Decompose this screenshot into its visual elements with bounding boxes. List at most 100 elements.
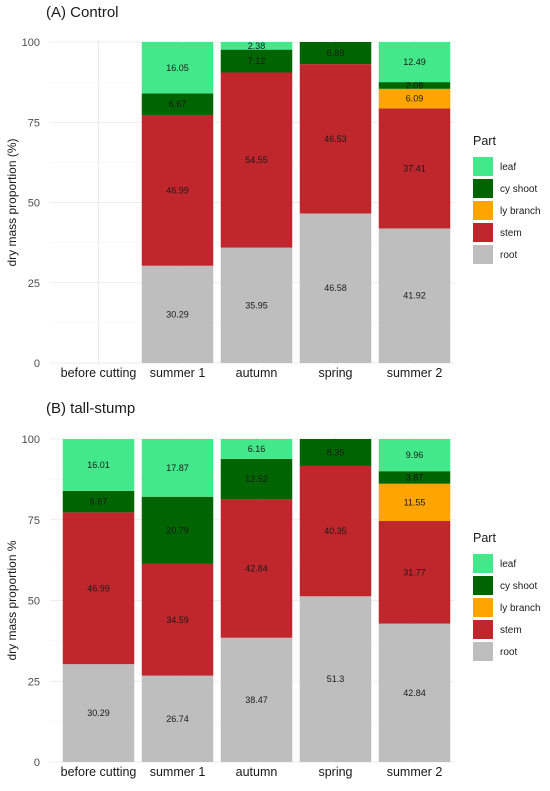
bar-segment-cy-shoot xyxy=(378,471,451,484)
data-label: 40.35 xyxy=(324,526,347,536)
bar-segment-ly-branch xyxy=(378,483,451,522)
bar-segment-cy-shoot xyxy=(220,49,293,73)
bar-segment-root xyxy=(220,637,293,762)
data-label: 34.59 xyxy=(166,615,189,625)
data-label: 16.05 xyxy=(166,63,189,73)
bar-segment-root xyxy=(378,228,451,363)
bar-segment-root xyxy=(299,596,372,762)
chart-panel-a: (A) Control 0 25 50 75 100 dry mass proportion… xyxy=(5,4,541,380)
data-label: 6.09 xyxy=(406,94,424,104)
bar-segment-leaf xyxy=(141,439,214,497)
data-label: 6.89 xyxy=(327,48,345,58)
legend-swatch-ly-branch xyxy=(473,201,493,220)
bar-segment-stem xyxy=(62,512,135,665)
bar-segment-leaf xyxy=(220,42,293,50)
legend-label: stem xyxy=(500,228,522,239)
bar-segment-root xyxy=(378,623,451,762)
data-label: 3.87 xyxy=(406,472,424,482)
x-tick-label: spring xyxy=(318,366,352,380)
data-label: 16.01 xyxy=(87,460,110,470)
data-label: 31.77 xyxy=(403,567,426,577)
data-label: 46.99 xyxy=(87,583,110,593)
y-tick-label: 25 xyxy=(28,278,40,290)
data-label: 7.12 xyxy=(248,56,266,66)
bar-segment-cy-shoot xyxy=(220,458,293,500)
legend-label: ly branch xyxy=(500,603,541,614)
x-tick-label: summer 1 xyxy=(150,765,206,779)
data-label: 17.87 xyxy=(166,463,189,473)
y-tick-label: 0 xyxy=(34,358,40,370)
data-label: 26.74 xyxy=(166,714,189,724)
bar-segment-cy-shoot xyxy=(378,82,451,89)
bar-segment-leaf xyxy=(220,439,293,459)
data-label: 2.08 xyxy=(406,80,424,90)
data-label: 35.95 xyxy=(245,300,268,310)
legend-swatch-leaf xyxy=(473,554,493,573)
legend-label: leaf xyxy=(500,162,516,173)
bar-segment-leaf xyxy=(378,42,451,83)
legend-label: root xyxy=(500,250,517,261)
data-label: 30.29 xyxy=(87,708,110,718)
data-label: 30.29 xyxy=(166,309,189,319)
data-label: 42.84 xyxy=(245,564,268,574)
data-label: 42.84 xyxy=(403,688,426,698)
y-tick-label: 75 xyxy=(28,515,40,527)
bar-segment-stem xyxy=(141,563,214,676)
x-tick-label: autumn xyxy=(236,765,278,779)
bar-segment-leaf xyxy=(378,439,451,472)
data-label: 46.53 xyxy=(324,134,347,144)
data-label: 6.67 xyxy=(90,497,108,507)
y-tick-label: 50 xyxy=(28,596,40,608)
bar-segment-leaf xyxy=(62,439,135,491)
chart-panel-b: (B) tall-stump 0 25 50 75 100 dry mass proport… xyxy=(5,400,541,779)
bar-segment-root xyxy=(220,247,293,363)
legend-label: cy shoot xyxy=(500,581,537,592)
x-tick-label: autumn xyxy=(236,366,278,380)
y-tick-label: 25 xyxy=(28,676,40,688)
x-tick-label: spring xyxy=(318,765,352,779)
y-axis-label: dry mass proportion (%) xyxy=(5,138,19,266)
legend: Part leaf cy shoot ly branch stem root xyxy=(473,134,541,264)
data-label: 54.55 xyxy=(245,155,268,165)
data-label: 12.52 xyxy=(245,474,268,484)
bar-segment-cy-shoot xyxy=(141,93,214,115)
bar-segment-stem xyxy=(299,465,372,597)
data-label: 37.41 xyxy=(403,163,426,173)
y-axis-label: dry mass proportion % xyxy=(5,540,19,660)
data-label: 12.49 xyxy=(403,57,426,67)
x-tick-label: summer 2 xyxy=(387,366,443,380)
y-tick-label: 0 xyxy=(34,757,40,769)
x-tick-label: summer 1 xyxy=(150,366,206,380)
data-label: 6.16 xyxy=(248,444,266,454)
bar-segment-root xyxy=(141,675,214,762)
bar-segment-root xyxy=(141,265,214,363)
bar-segment-cy-shoot xyxy=(299,42,372,65)
bar-segment-cy-shoot xyxy=(62,490,135,513)
legend-swatch-cy-shoot xyxy=(473,576,493,595)
bar-segment-ly-branch xyxy=(378,88,451,109)
data-label: 6.67 xyxy=(169,99,187,109)
legend: Part leaf cy shoot ly branch stem root xyxy=(473,531,541,661)
y-tick-label: 100 xyxy=(22,37,40,49)
data-label: 8.35 xyxy=(327,447,345,457)
legend-swatch-stem xyxy=(473,620,493,639)
data-label: 9.96 xyxy=(406,450,424,460)
legend-title: Part xyxy=(473,531,496,545)
bar-segment-root xyxy=(62,664,135,762)
bar-segment-stem xyxy=(220,72,293,248)
legend-label: cy shoot xyxy=(500,184,537,195)
bar-segment-stem xyxy=(378,108,451,229)
bar-segment-cy-shoot xyxy=(299,439,372,466)
bar-segment-stem xyxy=(378,521,451,624)
legend-label: root xyxy=(500,647,517,658)
x-tick-label: before cutting xyxy=(61,366,137,380)
data-label: 2.38 xyxy=(248,41,266,51)
bar-segment-cy-shoot xyxy=(141,496,214,564)
legend-title: Part xyxy=(473,134,496,148)
legend-swatch-root xyxy=(473,642,493,661)
legend-label: leaf xyxy=(500,559,516,570)
legend-swatch-cy-shoot xyxy=(473,179,493,198)
data-label: 41.92 xyxy=(403,291,426,301)
panel-title: (B) tall-stump xyxy=(46,400,135,417)
